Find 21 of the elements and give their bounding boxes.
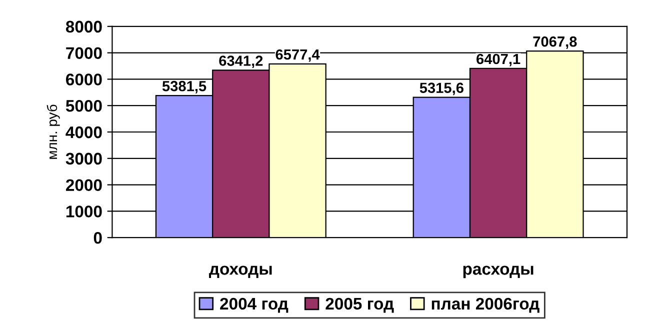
y-tick-label: 7000 xyxy=(66,47,102,60)
data-label: 6407,1 xyxy=(476,54,520,66)
y-tick-label: 4000 xyxy=(66,126,102,138)
data-label: 6341,2 xyxy=(219,56,263,68)
y-tick-label: 5000 xyxy=(66,100,102,112)
x-tick-label: доходы xyxy=(209,266,272,278)
x-tick-label: расходы xyxy=(463,266,534,278)
y-axis-title: млн. руб xyxy=(46,104,60,159)
data-label: 7067,8 xyxy=(533,36,577,49)
y-tick-label: 3000 xyxy=(66,152,102,165)
data-label: 5381,5 xyxy=(162,80,206,94)
y-tick-label: 8000 xyxy=(66,20,102,33)
legend-label: план 2006год xyxy=(432,298,540,313)
y-tick-label: 6000 xyxy=(66,74,102,86)
data-label: 6577,4 xyxy=(276,49,320,62)
y-tick-label: 1000 xyxy=(66,206,102,218)
data-label: 5315,6 xyxy=(420,82,464,96)
y-tick-label: 2000 xyxy=(66,179,102,192)
y-tick-label: 0 xyxy=(94,232,102,244)
legend-label: 2004 год xyxy=(220,298,288,313)
legend-label: 2005 год xyxy=(326,298,394,313)
